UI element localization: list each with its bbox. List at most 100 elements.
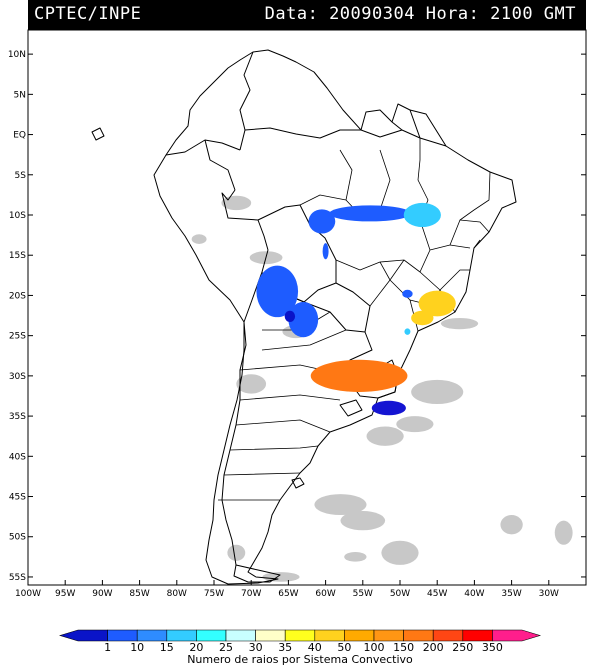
lon-tick-label: 40W xyxy=(464,589,484,599)
cloud-patch xyxy=(411,379,464,405)
agency-label: CPTEC/INPE xyxy=(34,4,142,24)
map-frame xyxy=(27,29,587,586)
legend-label: 250 xyxy=(452,641,473,654)
lon-tick-label: 60W xyxy=(315,589,335,599)
legend-color-swatch xyxy=(344,629,375,642)
legend-label: 15 xyxy=(160,641,174,654)
legend-color-swatch xyxy=(462,629,493,642)
time-label: Hora: 2100 GMT xyxy=(425,4,576,24)
lon-tick-label: 75W xyxy=(204,589,224,599)
lon-tick-label: 80W xyxy=(167,589,187,599)
falkland-islands xyxy=(291,477,305,489)
legend-color-swatch xyxy=(255,629,286,642)
convective-system xyxy=(371,400,406,416)
convective-system xyxy=(256,265,299,318)
lon-tick-label: 55W xyxy=(353,589,373,599)
cloud-patch xyxy=(191,234,207,244)
legend-colorbar xyxy=(58,629,542,642)
cloud-patch xyxy=(440,317,479,330)
lon-tick-label: 95W xyxy=(55,589,75,599)
lightning-map: 10N5NEQ5S10S15S20S25S30S35S40S45S50S55S … xyxy=(8,29,587,599)
map-header: CPTEC/INPE Data: 20090304 Hora: 2100 GMT xyxy=(28,0,586,30)
longitude-axis: 100W 95W 90W 85W 80W 75W 70W 65W 60W 55W 50W 45W 40W… xyxy=(15,580,559,599)
legend-color-swatch xyxy=(196,629,227,642)
lat-tick-label: 45S xyxy=(9,493,26,503)
peru-colombia-border xyxy=(204,139,236,191)
lon-tick-label: 85W xyxy=(129,589,149,599)
color-legend: 1 10 15 20 25 30 35 40 50 100 150 200 250 350 xyxy=(58,629,542,654)
legend-color-swatch xyxy=(225,629,256,642)
legend-color-swatch xyxy=(314,629,345,642)
convective-system xyxy=(310,359,408,392)
lon-tick-label: 65W xyxy=(278,589,298,599)
peru-brazil-border xyxy=(221,189,269,251)
legend-label: 35 xyxy=(278,641,292,654)
legend-label: 20 xyxy=(189,641,203,654)
legend-color-swatch xyxy=(107,629,138,642)
ecuador-border xyxy=(165,139,241,156)
legend-title: Numero de raios por Sistema Convectivo xyxy=(187,653,413,666)
lon-tick-label: 30W xyxy=(539,589,559,599)
legend-label: 200 xyxy=(423,641,444,654)
convective-system xyxy=(403,202,441,228)
lon-tick-label: 100W xyxy=(15,589,41,599)
south-america-coastline xyxy=(153,49,517,585)
cloud-patch xyxy=(381,540,419,565)
cloud-patch xyxy=(262,572,300,582)
date-label: Data: 20090304 xyxy=(264,4,415,24)
legend-label: 30 xyxy=(249,641,263,654)
legend-label: 150 xyxy=(393,641,414,654)
datetime-label: Data: 20090304 Hora: 2100 GMT xyxy=(265,4,576,24)
cloud-patch xyxy=(236,374,267,394)
legend-label: 10 xyxy=(130,641,144,654)
legend-color-swatch xyxy=(373,629,404,642)
continent-outline xyxy=(91,49,517,585)
lat-tick-label: 25S xyxy=(9,332,26,342)
legend-label: 40 xyxy=(308,641,322,654)
chile-argentina-border xyxy=(221,271,263,566)
cloud-patch xyxy=(344,552,367,562)
legend-color-swatch xyxy=(432,629,464,642)
legend-label: 350 xyxy=(482,641,503,654)
convective-system-layer xyxy=(256,202,456,416)
small-island xyxy=(339,399,363,417)
legend-color-swatch xyxy=(403,629,434,642)
convective-system xyxy=(411,310,434,326)
cloud-patch xyxy=(366,426,404,446)
convective-system xyxy=(329,205,412,222)
lat-tick-label: 15S xyxy=(9,251,26,261)
convective-system xyxy=(402,289,413,298)
cloud-patch xyxy=(500,515,523,535)
argentina-province-borders xyxy=(218,311,347,501)
lat-tick-label: 40S xyxy=(9,452,26,462)
convective-system xyxy=(308,209,336,234)
colombia-venezuela-border xyxy=(239,51,254,151)
lat-tick-label: 5S xyxy=(15,171,27,181)
guyana-border xyxy=(360,109,403,131)
legend-label: 50 xyxy=(337,641,351,654)
cloud-patch xyxy=(314,494,367,516)
lon-tick-label: 50W xyxy=(390,589,410,599)
lat-tick-label: EQ xyxy=(13,131,26,141)
convective-system xyxy=(288,301,319,338)
convective-system xyxy=(322,243,329,260)
lon-tick-label: 45W xyxy=(427,589,447,599)
latitude-axis: 10N 5N EQ 5S 10S 15S 20S 25S 30S 35S 40S 45S 50S 55S xyxy=(8,50,586,583)
lat-tick-label: 5N xyxy=(14,90,26,100)
cloud-patch xyxy=(554,520,573,545)
lat-tick-label: 50S xyxy=(9,533,26,543)
cloud-patch xyxy=(340,511,386,531)
cloud-patch xyxy=(227,544,246,561)
suriname-border xyxy=(391,103,421,139)
legend-color-swatch xyxy=(58,629,108,642)
lat-tick-label: 20S xyxy=(9,291,26,301)
legend-color-swatch xyxy=(492,629,542,642)
lat-tick-label: 35S xyxy=(9,412,26,422)
legend-label: 1 xyxy=(104,641,111,654)
legend-label: 100 xyxy=(364,641,385,654)
convective-system xyxy=(418,290,456,317)
cloud-patch xyxy=(396,416,434,433)
legend-labels: 1 10 15 20 25 30 35 40 50 100 150 200 250 350 xyxy=(104,641,503,654)
legend-color-swatch xyxy=(284,629,316,642)
lon-tick-label: 35W xyxy=(501,589,521,599)
